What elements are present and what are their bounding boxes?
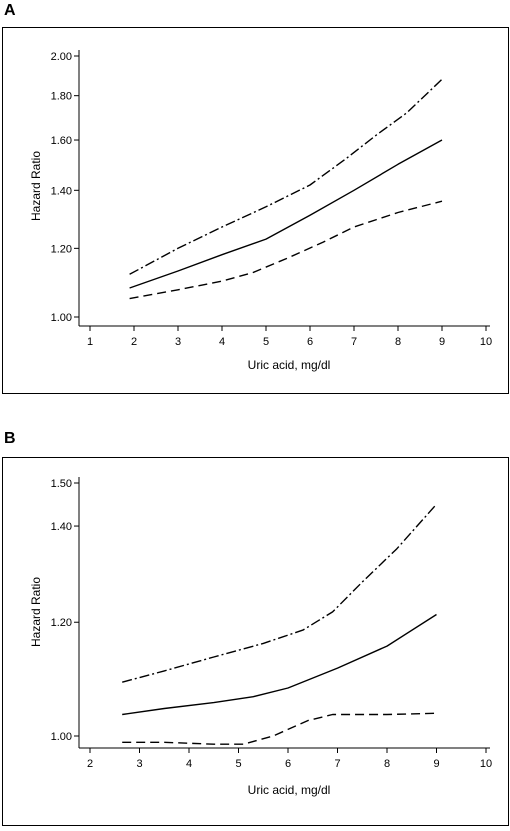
panel-a-x-tick-label: 4 (219, 336, 225, 348)
panel-a-y-tick-label: 1.80 (51, 91, 72, 103)
panel-a-series-dashed-line (129, 200, 443, 300)
panel-a-y-tick-label: 2.00 (51, 51, 72, 63)
panel-b-series-dashed-line (122, 712, 437, 745)
panel-a-letter: A (4, 2, 16, 19)
panel-a-x-tick-label: 7 (351, 336, 357, 348)
panel-b-y-tick-label: 1.40 (51, 521, 72, 533)
panel-b-x-tick-label: 4 (186, 758, 192, 770)
panel-a-x-tick-label: 8 (395, 336, 401, 348)
panel-a-y-axis-title: Hazard Ratio (29, 151, 43, 221)
panel-a-series-solid-line (129, 139, 443, 289)
panel-b-x-tick-label: 9 (433, 758, 439, 770)
panel-b-x-tick-label: 5 (235, 758, 241, 770)
panel-a-x-tick-label: 1 (87, 336, 93, 348)
panel-b-frame (2, 457, 509, 826)
panel-b-y-axis-title: Hazard Ratio (29, 577, 43, 647)
panel-a-y-tick-label: 1.40 (51, 185, 72, 197)
panel-a-x-tick-label: 5 (263, 336, 269, 348)
panel-b-x-tick-label: 7 (334, 758, 340, 770)
panel-b-x-tick-label: 2 (87, 758, 93, 770)
panel-b-letter: B (4, 430, 16, 447)
panel-a-y-tick-label: 1.00 (51, 312, 72, 324)
panel-b-x-tick-label: 10 (480, 758, 492, 770)
panel-a-series-dashed-dot-line (129, 78, 443, 275)
panel-a-x-tick-label: 6 (307, 336, 313, 348)
panel-a-x-tick-label: 9 (439, 336, 445, 348)
panel-b-x-tick-label: 6 (285, 758, 291, 770)
panel-a-y-tick-label: 1.20 (51, 243, 72, 255)
panel-a-y-tick-label: 1.60 (51, 135, 72, 147)
panel-b-x-axis-title: Uric acid, mg/dl (248, 783, 331, 797)
panel-b-series-dashed-dot-line (122, 503, 438, 683)
panel-a-x-tick-label: 10 (480, 336, 492, 348)
panel-b-x-tick-label: 3 (136, 758, 142, 770)
panel-a-x-tick-label: 2 (131, 336, 137, 348)
panel-b-y-tick-label: 1.50 (51, 478, 72, 490)
panel-a-frame (2, 27, 509, 394)
panel-a-x-tick-label: 3 (175, 336, 181, 348)
panel-b-x-tick-label: 8 (384, 758, 390, 770)
panel-b-y-tick-label: 1.20 (51, 617, 72, 629)
panel-b-series-solid-line (122, 613, 437, 716)
panel-b-y-tick-label: 1.00 (51, 731, 72, 743)
panel-a-x-axis-title: Uric acid, mg/dl (248, 358, 331, 372)
